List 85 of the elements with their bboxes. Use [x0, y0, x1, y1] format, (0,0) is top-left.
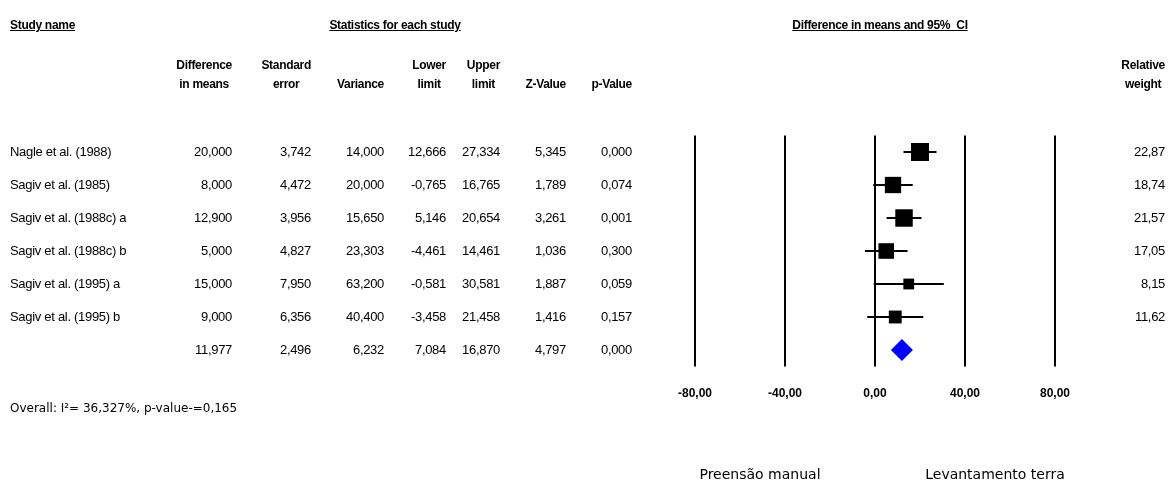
text: 7,950: [279, 276, 311, 291]
text: 3,742: [279, 144, 311, 159]
text: Study name: [10, 18, 76, 32]
text: 2,496: [279, 342, 311, 357]
x-tick-label: -40,00: [767, 386, 803, 401]
category-label: p-Value: [591, 76, 632, 93]
text: 0,000: [600, 144, 632, 159]
text: 3,261: [534, 210, 566, 225]
text: 20,000: [194, 144, 232, 159]
text: 5,000: [200, 243, 232, 258]
text: 12,900: [194, 210, 232, 225]
chart-title: Difference in means and 95% CI: [792, 18, 968, 32]
category-label: Z-Value: [525, 76, 566, 93]
category-label: Relative weight: [1121, 57, 1165, 93]
text: 6,356: [279, 309, 311, 324]
text: 21,57: [1133, 210, 1165, 225]
text: 8,000: [200, 177, 232, 192]
text: 1,887: [534, 276, 566, 291]
category-label: Upper limit: [466, 57, 500, 93]
text: 16,870: [462, 342, 500, 357]
text: -3,458: [410, 309, 446, 324]
text: Statistics for each study: [329, 18, 461, 32]
point: [878, 243, 895, 259]
text: 15,650: [346, 210, 384, 225]
text: 14,461: [462, 243, 500, 258]
text: 4,797: [534, 342, 566, 357]
text: 15,000: [194, 276, 232, 291]
text: Levantamento terra: [925, 466, 1065, 482]
text: 5,146: [414, 210, 446, 225]
text: 0,001: [600, 210, 632, 225]
category-label: Lower limit: [412, 57, 446, 93]
category-label: Sagiv et al. (1988c) b: [10, 243, 127, 258]
text: 11,62: [1134, 309, 1165, 324]
text: 20,654: [462, 210, 500, 225]
text: 5,345: [534, 144, 566, 159]
text: -0,765: [410, 177, 446, 192]
point: [884, 176, 902, 194]
category-label: Standard error: [261, 57, 311, 93]
text: 0,300: [600, 243, 632, 258]
text: 7,084: [414, 342, 446, 357]
text: 11,977: [195, 342, 232, 357]
x-tick-label: -80,00: [677, 386, 713, 401]
text: 9,000: [200, 309, 232, 324]
category-label: Sagiv et al. (1995) a: [10, 276, 121, 291]
text: 12,666: [408, 144, 446, 159]
text: 0,157: [600, 309, 632, 324]
text: 0,074: [600, 177, 632, 192]
text: 3,956: [279, 210, 311, 225]
text: -0,581: [410, 276, 446, 291]
text: 27,334: [462, 144, 500, 159]
category-label: Nagle et al. (1988): [10, 144, 112, 159]
text: Overall: I²= 36,327%, p-value-=0,165: [10, 401, 238, 415]
text: 14,000: [346, 144, 384, 159]
x-tick-label: 40,00: [949, 386, 981, 401]
text: 22,87: [1133, 144, 1165, 159]
text: 1,036: [534, 243, 566, 258]
text: 8,15: [1140, 276, 1165, 291]
point: [895, 209, 913, 227]
text: 1,416: [534, 309, 566, 324]
text: 17,05: [1133, 243, 1165, 258]
text: 1,789: [534, 177, 566, 192]
point: [911, 143, 929, 161]
text: Preensão manual: [699, 466, 821, 482]
text: 4,827: [279, 243, 311, 258]
text: 40,400: [346, 309, 384, 324]
category-label: Variance: [337, 76, 384, 93]
text: 4,472: [279, 177, 311, 192]
text: 63,200: [346, 276, 384, 291]
text: 0,059: [600, 276, 632, 291]
text: 18,74: [1133, 177, 1165, 192]
x-tick-label: 80,00: [1039, 386, 1071, 401]
text: 0,000: [600, 342, 632, 357]
text: 20,000: [346, 177, 384, 192]
text: 30,581: [462, 276, 500, 291]
x-tick-label: 0,00: [863, 386, 887, 401]
category-label: Sagiv et al. (1985): [10, 177, 110, 192]
point: [890, 339, 913, 361]
category-label: Difference in means: [176, 57, 232, 93]
text: 23,303: [346, 243, 384, 258]
category-label: Sagiv et al. (1988c) a: [10, 210, 127, 225]
text: -4,461: [410, 243, 446, 258]
text: 21,458: [462, 309, 500, 324]
category-label: Sagiv et al. (1995) b: [10, 309, 121, 324]
text: 6,232: [352, 342, 384, 357]
text: 16,765: [462, 177, 500, 192]
